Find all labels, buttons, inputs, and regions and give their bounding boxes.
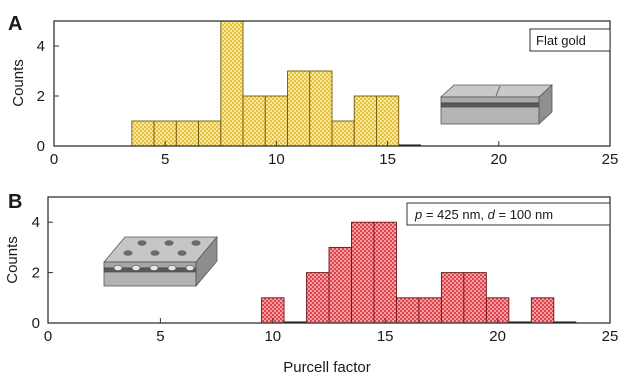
panel-b-bar-9 bbox=[463, 272, 487, 324]
panel-b-x-tick-label: 5 bbox=[156, 328, 164, 345]
panel-b-bar-2 bbox=[306, 272, 330, 324]
panel-a-bar-2 bbox=[175, 120, 200, 147]
panel-b-x-tick-label: 25 bbox=[602, 328, 619, 345]
panel-a-bar-7 bbox=[287, 70, 311, 147]
panel-a-x-tick-label: 20 bbox=[490, 151, 507, 168]
panel-b-y-tick-label: 4 bbox=[32, 214, 40, 231]
panel-a-bars bbox=[131, 20, 421, 147]
panel-a-y-tick-label: 0 bbox=[37, 138, 45, 155]
panel-a-x-tick-label: 5 bbox=[161, 151, 169, 168]
panel-a-x-tick-label: 0 bbox=[50, 151, 58, 168]
panel-a-bar-9 bbox=[331, 120, 355, 147]
x-axis-label: Purcell factor bbox=[283, 359, 371, 376]
nanohole-array-schematic bbox=[103, 235, 218, 288]
panel-b-y-tick-label: 0 bbox=[32, 315, 40, 332]
panel-b-bar-7 bbox=[418, 297, 442, 324]
panel-a-x-tick-label: 25 bbox=[602, 151, 619, 168]
panel-a-y-tick-label: 2 bbox=[37, 88, 45, 105]
panel-b-x-tick-label: 20 bbox=[489, 328, 506, 345]
panel-b-axis-ticks: 0 5 10 15 20 25 0 2 4 bbox=[32, 214, 619, 345]
panel-a-bar-3 bbox=[198, 120, 222, 147]
panel-a-letter: A bbox=[8, 13, 22, 35]
panel-b-legend-box bbox=[406, 202, 611, 226]
panel-a-legend-box bbox=[529, 28, 611, 52]
panel-a-bar-8 bbox=[309, 70, 333, 147]
panel-a-y-tick-label: 4 bbox=[37, 38, 45, 55]
panel-a-axis-ticks: 0 5 10 15 20 25 0 2 4 bbox=[37, 38, 619, 168]
panel-b-x-tick-label: 10 bbox=[264, 328, 281, 345]
panel-b-x-tick-label: 15 bbox=[377, 328, 394, 345]
panel-a: A 0 5 10 15 20 25 0 2 4 Flat gold Counts bbox=[8, 13, 618, 168]
flat-gold-schematic bbox=[439, 84, 554, 125]
panel-b-bar-6 bbox=[395, 297, 420, 324]
panel-b-y-axis-label: Counts bbox=[4, 236, 21, 284]
panel-b-letter: B bbox=[8, 191, 22, 213]
panel-b-y-tick-label: 2 bbox=[32, 265, 40, 282]
panel-b-x-tick-label: 0 bbox=[44, 328, 52, 345]
panel-a-legend-text: Flat gold bbox=[536, 33, 586, 48]
panel-b-legend-text: p = 425 nm, d = 100 nm bbox=[414, 207, 553, 222]
panel-a-y-axis-label: Counts bbox=[10, 59, 27, 107]
panel-b-bar-12 bbox=[530, 297, 555, 324]
panel-a-bar-10 bbox=[353, 95, 377, 147]
panel-b-plot-frame bbox=[47, 196, 611, 324]
panel-a-bar-6 bbox=[264, 95, 288, 147]
panel-a-bar-0 bbox=[131, 120, 155, 147]
panel-a-bar-11 bbox=[376, 95, 400, 147]
panel-a-x-tick-label: 15 bbox=[379, 151, 396, 168]
panel-b-bars bbox=[261, 221, 577, 324]
panel-a-x-tick-label: 10 bbox=[268, 151, 285, 168]
panel-b-bar-4 bbox=[351, 221, 375, 324]
panel-b: B 0 5 10 15 20 25 0 2 4 p = 425 nm, d = 100 nm bbox=[4, 191, 618, 345]
panel-a-plot-frame bbox=[53, 20, 611, 147]
panel-b-bar-5 bbox=[373, 221, 397, 324]
panel-b-bar-8 bbox=[440, 272, 465, 324]
panel-a-bar-4 bbox=[220, 20, 244, 147]
panel-b-bar-3 bbox=[328, 246, 352, 324]
panel-a-bar-5 bbox=[242, 95, 266, 147]
